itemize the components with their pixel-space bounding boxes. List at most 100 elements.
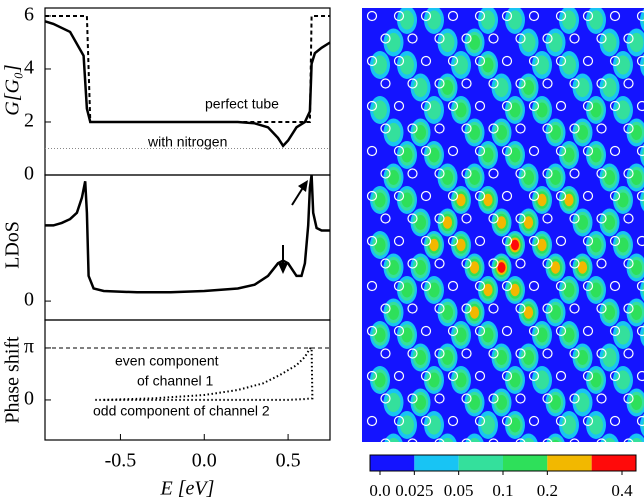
atom-site [569,168,580,179]
atom-site [407,393,418,404]
atom-site [636,145,644,157]
atom-site [407,438,418,442]
atom-site [474,235,486,247]
ldos-blob [401,282,413,298]
atom-site [447,370,459,382]
atom-site [582,235,594,247]
ldos-blob [563,147,575,163]
annotation: even component [115,353,219,369]
atom-site [366,55,378,67]
atom-site [407,123,418,134]
ldos-blob [455,327,467,343]
y-tick-label: π [24,336,34,358]
ldos-blob [617,237,629,253]
ldos-blob [563,282,575,298]
atom-site [528,190,540,202]
ldos-blob [442,305,453,320]
atom-site [420,325,432,337]
atom-site [555,190,567,202]
ldos-blob [483,283,493,297]
ldos-blob [550,305,561,320]
atom-site [434,213,445,224]
atom-site [555,145,567,157]
atom-site [515,78,526,89]
atom-site [636,415,644,427]
atom-site [596,258,607,269]
atom-site [461,393,472,404]
atom-site [380,393,391,404]
atom-site [488,213,499,224]
ldos-blob [537,238,547,252]
ldos-blob [536,327,548,343]
atom-site [542,303,553,314]
atom-site [474,325,486,337]
atom-site [609,235,621,247]
ldos-blob [374,327,386,343]
atom-site [609,370,621,382]
atom-site [582,325,594,337]
ldos-blob [604,170,615,185]
atom-site [488,123,499,134]
colorbar-segment [547,455,592,471]
atom-site [555,415,567,427]
atom-site [420,280,432,292]
ldos-blob [577,350,588,365]
ldos-blob [455,372,467,388]
atom-site [461,78,472,89]
atom-site [623,303,634,314]
colorbar-label: 0.025 [395,481,433,500]
atom-site [461,123,472,134]
ldos-blob [577,125,588,140]
atom-site [407,78,418,89]
atom-site [407,33,418,44]
atom-site [366,415,378,427]
atom-site [393,415,405,427]
atom-site [474,145,486,157]
atom-site [515,258,526,269]
atom-site [555,55,567,67]
atom-site [434,303,445,314]
ldos-blob [496,216,507,229]
atom-site [636,100,644,112]
atom-site [380,78,391,89]
atom-site [434,438,445,442]
colorbar-label: 0.1 [492,481,513,500]
atom-site [609,55,621,67]
atom-site [609,280,621,292]
colorbar-label: 0.2 [537,481,558,500]
ldos-blob [401,327,413,343]
atom-site [488,348,499,359]
ldos-blob [631,395,642,410]
ldos-blob [536,102,548,118]
colorbar-label: 0.05 [444,481,474,500]
atom-site [407,168,418,179]
atom-site [555,100,567,112]
atom-site [636,10,644,22]
atom-site [515,168,526,179]
atom-site [569,438,580,442]
atom-site [609,190,621,202]
atom-site [596,168,607,179]
colorbar-segment [458,455,503,471]
atom-site [461,348,472,359]
atom-site [393,10,405,22]
atom-site [515,33,526,44]
atom-site [515,438,526,442]
ldos-blob [511,239,519,251]
ldos-blob [509,102,521,118]
ldos-blob [590,147,602,163]
ldos-blob [630,437,643,442]
atom-site [528,100,540,112]
ldos-blob [590,372,602,388]
atom-site [393,100,405,112]
atom-site [366,145,378,157]
ldos-blob [497,262,506,273]
ldos-blob [523,306,534,319]
colorbar-segment [414,455,459,471]
y-tick-label: 4 [24,57,34,79]
annotation: perfect tube [205,96,279,112]
colorbar-label: 0.4 [611,481,633,500]
ldos-blob [590,102,602,118]
series-line [45,15,330,123]
